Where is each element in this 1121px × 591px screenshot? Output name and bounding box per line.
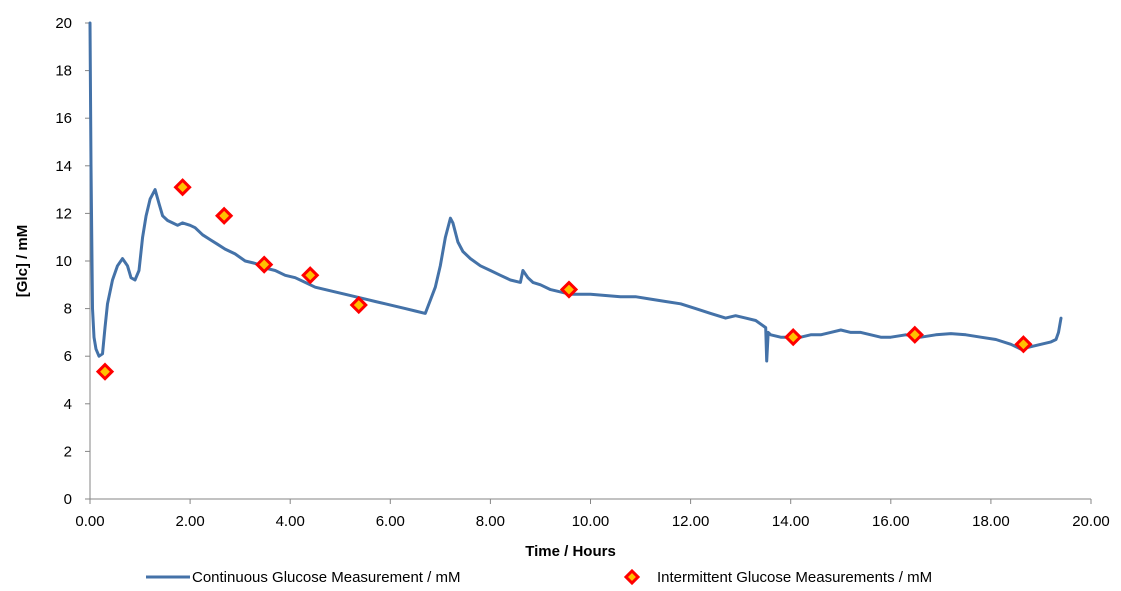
y-tick-label: 4 bbox=[64, 396, 72, 413]
x-tick-label: 10.00 bbox=[572, 513, 610, 530]
legend-label-continuous: Continuous Glucose Measurement / mM bbox=[192, 569, 460, 586]
x-tick-label: 20.00 bbox=[1072, 513, 1110, 530]
y-tick-label: 12 bbox=[55, 205, 72, 222]
intermittent-glucose-point bbox=[173, 178, 192, 197]
legend-diamond-swatch bbox=[623, 568, 641, 586]
y-tick-label: 6 bbox=[64, 348, 72, 365]
intermittent-glucose-point bbox=[784, 328, 803, 347]
x-axis-title: Time / Hours bbox=[525, 543, 616, 560]
x-tick-label: 4.00 bbox=[276, 513, 305, 530]
intermittent-glucose-point bbox=[215, 206, 234, 225]
y-tick-label: 8 bbox=[64, 301, 72, 318]
legend-label-intermittent: Intermittent Glucose Measurements / mM bbox=[657, 569, 932, 586]
x-tick-label: 18.00 bbox=[972, 513, 1010, 530]
x-tick-label: 16.00 bbox=[872, 513, 910, 530]
intermittent-glucose-point bbox=[905, 325, 924, 344]
y-tick-label: 18 bbox=[55, 63, 72, 80]
intermittent-glucose-point bbox=[559, 280, 579, 299]
intermittent-glucose-point bbox=[301, 266, 320, 285]
x-tick-label: 14.00 bbox=[772, 513, 810, 530]
intermittent-glucose-point bbox=[349, 295, 368, 315]
intermittent-glucose-point bbox=[1014, 335, 1033, 354]
continuous-glucose-line bbox=[88, 21, 1063, 363]
x-tick-label: 12.00 bbox=[672, 513, 710, 530]
y-tick-label: 20 bbox=[55, 15, 72, 32]
x-tick-label: 2.00 bbox=[175, 513, 204, 530]
y-tick-label: 16 bbox=[55, 110, 72, 127]
x-tick-label: 0.00 bbox=[75, 513, 104, 530]
x-tick-label: 8.00 bbox=[476, 513, 505, 530]
y-tick-label: 2 bbox=[64, 443, 72, 460]
intermittent-glucose-point bbox=[255, 255, 274, 274]
y-tick-label: 14 bbox=[55, 158, 72, 175]
x-tick-label: 6.00 bbox=[376, 513, 405, 530]
y-tick-label: 0 bbox=[64, 491, 72, 508]
intermittent-glucose-point bbox=[95, 362, 115, 381]
y-tick-label: 10 bbox=[55, 253, 72, 270]
y-axis-title: [Glc] / mM bbox=[14, 225, 31, 298]
